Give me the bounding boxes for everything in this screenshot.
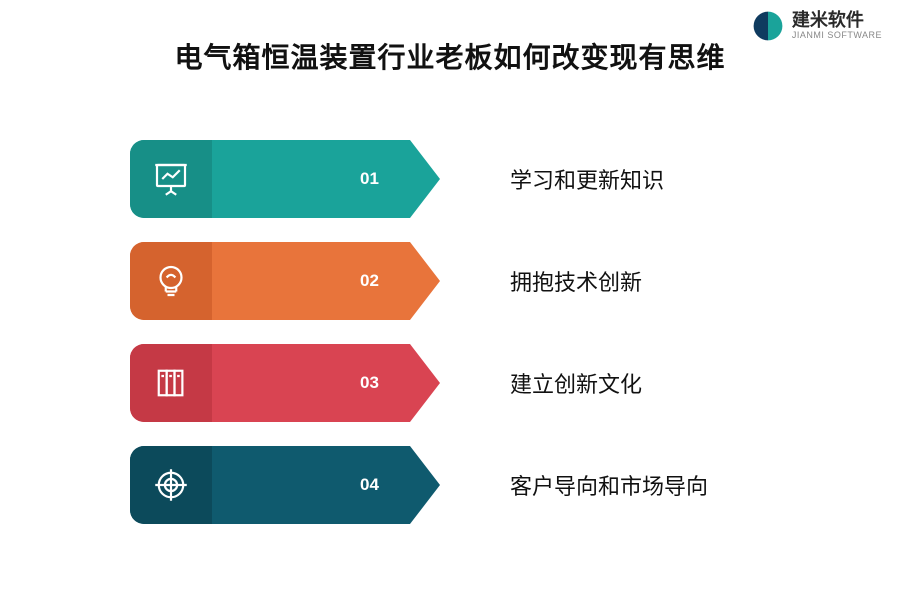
list-item: 01 学习和更新知识 — [130, 140, 770, 218]
item-label: 学习和更新知识 — [510, 140, 664, 218]
logo-cn-text: 建米软件 — [792, 11, 882, 31]
page-title: 电气箱恒温装置行业老板如何改变现有思维 — [0, 36, 900, 76]
item-number: 03 — [360, 344, 379, 422]
item-icon-box — [130, 242, 212, 320]
books-icon — [150, 362, 192, 404]
list-item: 03 建立创新文化 — [130, 344, 770, 422]
item-label: 拥抱技术创新 — [510, 242, 642, 320]
item-number: 04 — [360, 446, 379, 524]
target-icon — [150, 464, 192, 506]
bulb-icon — [150, 260, 192, 302]
item-icon-box — [130, 446, 212, 524]
item-list: 01 学习和更新知识 02 拥抱技术创新 03 建立创新文化 — [130, 140, 770, 548]
list-item: 02 拥抱技术创新 — [130, 242, 770, 320]
item-number: 02 — [360, 242, 379, 320]
item-icon-box — [130, 344, 212, 422]
item-label: 建立创新文化 — [510, 344, 642, 422]
item-label: 客户导向和市场导向 — [510, 446, 708, 524]
list-item: 04 客户导向和市场导向 — [130, 446, 770, 524]
item-number: 01 — [360, 140, 379, 218]
presentation-icon — [150, 158, 192, 200]
item-icon-box — [130, 140, 212, 218]
